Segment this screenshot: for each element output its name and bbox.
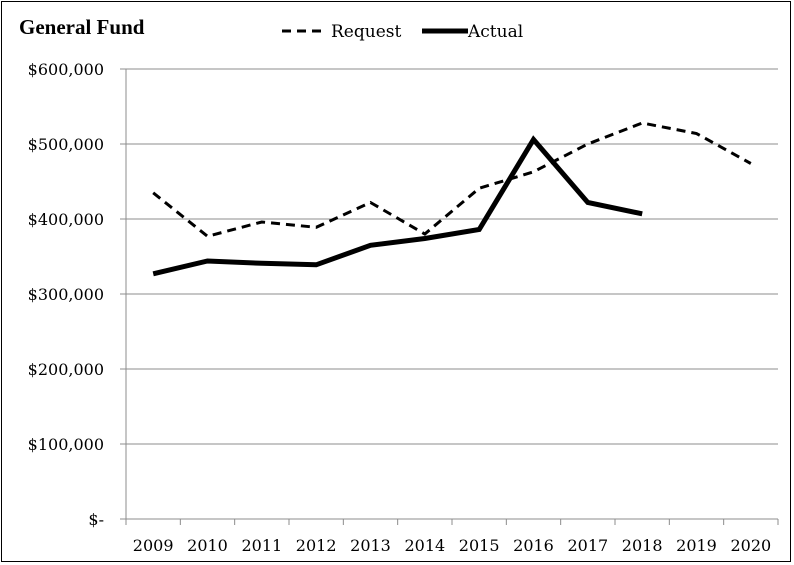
x-tick-label: 2013 — [350, 536, 391, 555]
x-tick-label: 2015 — [459, 536, 500, 555]
legend: Request Actual — [282, 22, 523, 42]
x-tick-label: 2019 — [676, 536, 717, 555]
x-tick-label: 2012 — [296, 536, 337, 555]
x-axis: 2009 2010 2011 2012 2013 2014 2015 2016 2017 2018… — [120, 69, 779, 555]
legend-label-actual: Actual — [467, 22, 523, 42]
series-lines — [152, 121, 752, 277]
y-tick-label: $400,000 — [28, 210, 104, 229]
legend-label-request: Request — [331, 22, 401, 42]
y-tick-label: $600,000 — [28, 60, 104, 79]
y-tick-label: $500,000 — [28, 135, 104, 154]
x-tick-label: 2010 — [187, 536, 228, 555]
gridlines — [120, 68, 778, 445]
x-tick-label: 2016 — [513, 536, 554, 555]
x-tick-label: 2009 — [133, 536, 174, 555]
y-axis-ticks: $600,000 $500,000 $400,000 $300,000 $200,000… — [28, 60, 104, 529]
x-tick-label: 2018 — [622, 536, 663, 555]
y-tick-label: $100,000 — [28, 435, 104, 454]
x-tick-label: 2020 — [730, 536, 771, 555]
x-tick-label: 2017 — [567, 536, 608, 555]
x-tick-label: 2014 — [404, 536, 445, 555]
series-line-actual — [152, 135, 643, 277]
chart-title: General Fund — [19, 15, 145, 39]
series-line-request — [152, 121, 752, 238]
y-tick-label: $200,000 — [28, 360, 104, 379]
y-tick-label: $- — [88, 510, 104, 529]
x-tick-label: 2011 — [241, 536, 282, 555]
y-tick-label: $300,000 — [28, 285, 104, 304]
